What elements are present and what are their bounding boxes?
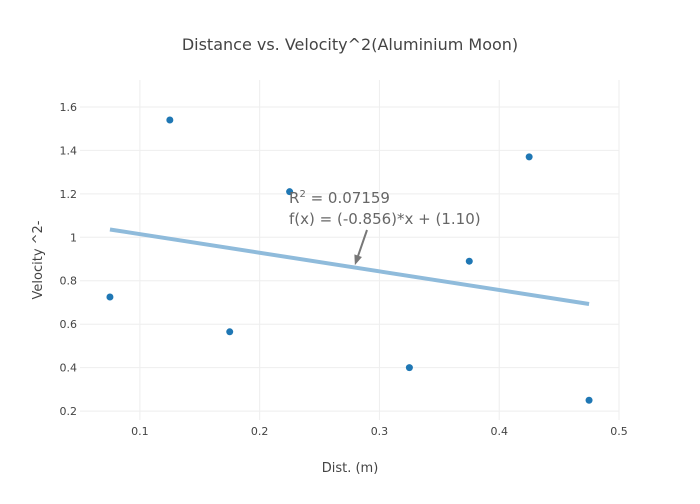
ticks: 0.1 0.2 0.3 0.4 0.5 0.2 0.4 0.6 0.8 1 1.2 1.4 1.6 <box>60 101 628 438</box>
y-tick-label: 1.4 <box>60 144 78 157</box>
data-point[interactable] <box>525 153 533 161</box>
annotation-arrow <box>356 229 368 258</box>
data-point[interactable] <box>585 396 593 404</box>
annotation-arrowhead <box>354 254 362 266</box>
x-tick-label: 0.5 <box>610 425 628 438</box>
data-point[interactable] <box>166 116 174 124</box>
data-point[interactable] <box>286 188 294 196</box>
y-tick-label: 1 <box>70 231 77 244</box>
y-axis-label: Velocity ^2- <box>31 220 46 299</box>
series <box>106 116 593 404</box>
y-tick-label: 0.4 <box>60 362 78 375</box>
y-tick-label: 1.6 <box>60 101 78 114</box>
x-tick-label: 0.3 <box>371 425 389 438</box>
grid <box>80 80 620 420</box>
r-squared-label: R2 = 0.07159 <box>289 189 390 207</box>
x-tick-label: 0.1 <box>131 425 149 438</box>
data-point[interactable] <box>465 257 473 265</box>
x-axis-label: Dist. (m) <box>322 461 379 476</box>
data-point[interactable] <box>226 328 234 336</box>
trendline <box>109 227 590 306</box>
y-tick-label: 0.2 <box>60 405 78 418</box>
fit-equation: f(x) = (-0.856)*x + (1.10) <box>289 210 481 228</box>
data-point[interactable] <box>106 293 114 301</box>
x-tick-label: 0.4 <box>490 425 508 438</box>
data-point[interactable] <box>405 364 413 372</box>
y-tick-label: 1.2 <box>60 188 78 201</box>
chart-title: Distance vs. Velocity^2(Aluminium Moon) <box>182 35 518 54</box>
y-tick-label: 0.8 <box>60 275 78 288</box>
fit-annotation: R2 = 0.07159 f(x) = (-0.856)*x + (1.10) <box>289 189 481 266</box>
x-tick-label: 0.2 <box>251 425 269 438</box>
y-tick-label: 0.6 <box>60 318 78 331</box>
